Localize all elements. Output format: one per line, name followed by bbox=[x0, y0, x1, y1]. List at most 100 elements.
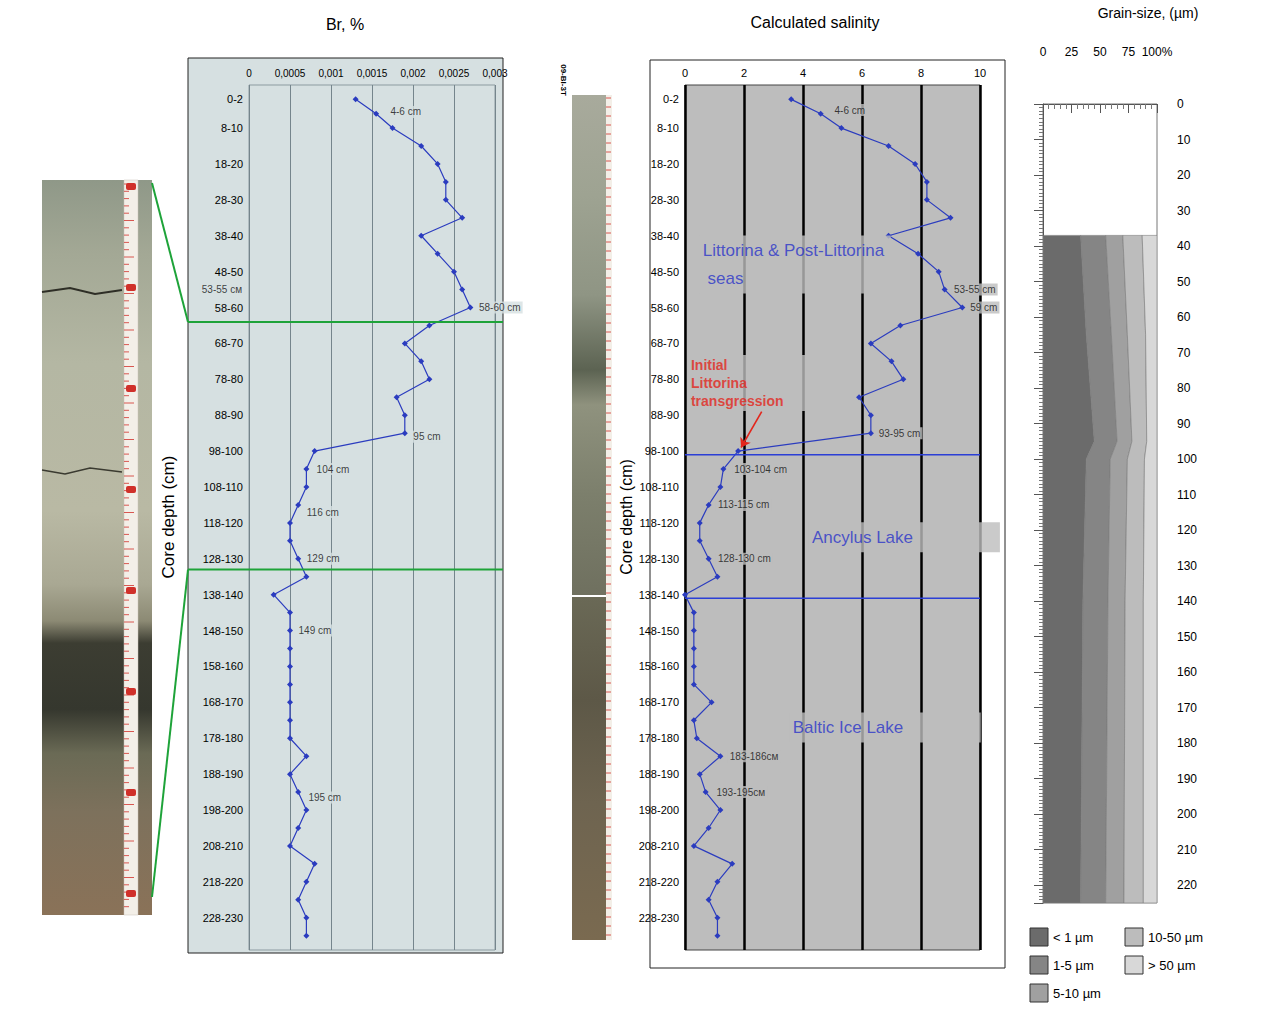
svg-text:170: 170 bbox=[1177, 701, 1197, 715]
svg-text:60: 60 bbox=[1177, 310, 1191, 324]
svg-text:18-20: 18-20 bbox=[215, 158, 243, 170]
svg-text:90: 90 bbox=[1177, 417, 1191, 431]
svg-text:80: 80 bbox=[1177, 381, 1191, 395]
svg-text:58-60: 58-60 bbox=[651, 302, 679, 314]
svg-text:50: 50 bbox=[1177, 275, 1191, 289]
svg-text:104 cm: 104 cm bbox=[317, 464, 350, 475]
svg-text:0: 0 bbox=[246, 68, 252, 79]
svg-text:5-10 µm: 5-10 µm bbox=[1053, 986, 1101, 1001]
svg-text:0: 0 bbox=[1177, 97, 1184, 111]
svg-text:120: 120 bbox=[1177, 523, 1197, 537]
svg-text:4-6 cm: 4-6 cm bbox=[835, 105, 866, 116]
svg-text:4: 4 bbox=[800, 67, 806, 79]
svg-text:59 cm: 59 cm bbox=[970, 302, 997, 313]
svg-text:198-200: 198-200 bbox=[203, 804, 243, 816]
svg-text:218-220: 218-220 bbox=[203, 876, 243, 888]
svg-text:48-50: 48-50 bbox=[215, 266, 243, 278]
svg-text:150: 150 bbox=[1177, 630, 1197, 644]
svg-text:2: 2 bbox=[741, 67, 747, 79]
svg-text:68-70: 68-70 bbox=[651, 337, 679, 349]
svg-text:168-170: 168-170 bbox=[639, 696, 679, 708]
svg-text:8: 8 bbox=[918, 67, 924, 79]
svg-text:0,003: 0,003 bbox=[482, 68, 507, 79]
svg-text:Br, %: Br, % bbox=[326, 16, 364, 33]
svg-text:Baltic Ice Lake: Baltic Ice Lake bbox=[793, 718, 904, 737]
svg-text:130: 130 bbox=[1177, 559, 1197, 573]
svg-text:8-10: 8-10 bbox=[657, 122, 679, 134]
svg-text:Initial: Initial bbox=[691, 357, 731, 373]
svg-text:Grain-size, (µm): Grain-size, (µm) bbox=[1098, 5, 1199, 21]
svg-text:138-140: 138-140 bbox=[639, 589, 679, 601]
svg-text:195 cm: 195 cm bbox=[308, 792, 341, 803]
svg-text:Core depth (cm): Core depth (cm) bbox=[159, 456, 178, 579]
svg-text:113-115 cm: 113-115 cm bbox=[718, 499, 769, 510]
svg-text:68-70: 68-70 bbox=[215, 337, 243, 349]
svg-text:10-50 µm: 10-50 µm bbox=[1148, 930, 1203, 945]
svg-text:transgression: transgression bbox=[691, 393, 784, 409]
svg-text:95 cm: 95 cm bbox=[413, 431, 440, 442]
svg-text:70: 70 bbox=[1177, 346, 1191, 360]
svg-text:> 50 µm: > 50 µm bbox=[1148, 958, 1196, 973]
svg-text:0,002: 0,002 bbox=[400, 68, 425, 79]
svg-text:88-90: 88-90 bbox=[651, 409, 679, 421]
svg-text:228-230: 228-230 bbox=[639, 912, 679, 924]
svg-text:18-20: 18-20 bbox=[651, 158, 679, 170]
svg-text:50: 50 bbox=[1093, 45, 1107, 59]
svg-text:93-95 cm: 93-95 cm bbox=[879, 428, 921, 439]
svg-text:148-150: 148-150 bbox=[203, 625, 243, 637]
svg-text:188-190: 188-190 bbox=[639, 768, 679, 780]
svg-text:40: 40 bbox=[1177, 239, 1191, 253]
svg-text:30: 30 bbox=[1177, 204, 1191, 218]
svg-text:208-210: 208-210 bbox=[203, 840, 243, 852]
svg-text:78-80: 78-80 bbox=[651, 373, 679, 385]
svg-text:188-190: 188-190 bbox=[203, 768, 243, 780]
svg-text:58-60 cm: 58-60 cm bbox=[479, 302, 521, 313]
svg-text:190: 190 bbox=[1177, 772, 1197, 786]
svg-text:128-130: 128-130 bbox=[203, 553, 243, 565]
svg-text:160: 160 bbox=[1177, 665, 1197, 679]
svg-text:158-160: 158-160 bbox=[203, 660, 243, 672]
svg-text:116 cm: 116 cm bbox=[307, 507, 339, 518]
svg-text:208-210: 208-210 bbox=[639, 840, 679, 852]
svg-text:118-120: 118-120 bbox=[203, 517, 243, 529]
svg-text:0,0025: 0,0025 bbox=[439, 68, 470, 79]
svg-text:Ancylus Lake: Ancylus Lake bbox=[812, 528, 913, 547]
svg-text:78-80: 78-80 bbox=[215, 373, 243, 385]
svg-text:128-130: 128-130 bbox=[639, 553, 679, 565]
svg-text:48-50: 48-50 bbox=[651, 266, 679, 278]
svg-text:193-195см: 193-195см bbox=[717, 787, 766, 798]
svg-text:100%: 100% bbox=[1142, 45, 1173, 59]
svg-text:20: 20 bbox=[1177, 168, 1191, 182]
svg-text:38-40: 38-40 bbox=[215, 230, 243, 242]
svg-text:09-BI-3T: 09-BI-3T bbox=[559, 64, 568, 96]
svg-text:178-180: 178-180 bbox=[203, 732, 243, 744]
svg-text:110: 110 bbox=[1177, 488, 1196, 502]
svg-text:0,001: 0,001 bbox=[318, 68, 343, 79]
svg-text:198-200: 198-200 bbox=[639, 804, 679, 816]
svg-text:148-150: 148-150 bbox=[639, 625, 679, 637]
svg-text:58-60: 58-60 bbox=[215, 302, 243, 314]
svg-text:38-40: 38-40 bbox=[651, 230, 679, 242]
svg-text:108-110: 108-110 bbox=[203, 481, 243, 493]
svg-text:200: 200 bbox=[1177, 807, 1197, 821]
svg-text:183-186см: 183-186см bbox=[730, 751, 779, 762]
svg-text:0: 0 bbox=[682, 67, 688, 79]
svg-text:75: 75 bbox=[1122, 45, 1136, 59]
svg-text:118-120: 118-120 bbox=[639, 517, 679, 529]
svg-text:Calculated salinity: Calculated salinity bbox=[751, 14, 880, 31]
svg-text:< 1 µm: < 1 µm bbox=[1053, 930, 1093, 945]
svg-text:Littorina: Littorina bbox=[691, 375, 751, 391]
svg-text:138-140: 138-140 bbox=[203, 589, 243, 601]
svg-text:98-100: 98-100 bbox=[645, 445, 679, 457]
svg-text:228-230: 228-230 bbox=[203, 912, 243, 924]
svg-text:1-5 µm: 1-5 µm bbox=[1053, 958, 1094, 973]
svg-text:149 cm: 149 cm bbox=[299, 625, 332, 636]
svg-text:28-30: 28-30 bbox=[215, 194, 243, 206]
svg-text:140: 140 bbox=[1177, 594, 1197, 608]
svg-text:Littorina & Post-Littorina: Littorina & Post-Littorina bbox=[703, 241, 885, 260]
svg-text:Core depth (cm): Core depth (cm) bbox=[618, 459, 635, 575]
svg-text:158-160: 158-160 bbox=[639, 660, 679, 672]
svg-text:25: 25 bbox=[1065, 45, 1079, 59]
svg-text:218-220: 218-220 bbox=[639, 876, 679, 888]
svg-text:4-6 cm: 4-6 cm bbox=[390, 106, 421, 117]
